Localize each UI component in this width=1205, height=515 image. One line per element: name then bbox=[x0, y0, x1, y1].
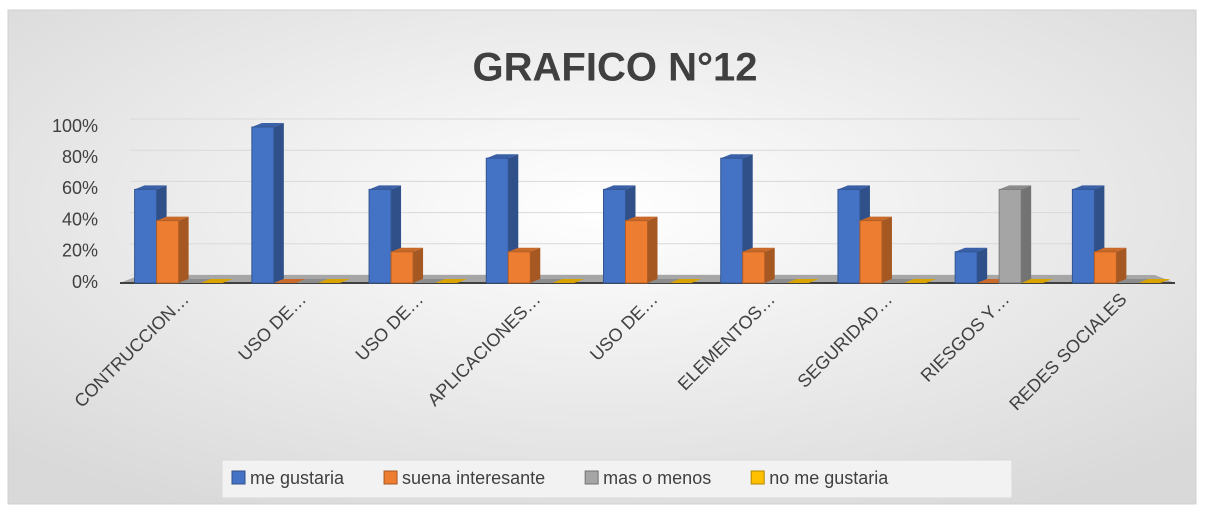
chart-background bbox=[7, 9, 1197, 505]
bar bbox=[603, 188, 626, 284]
legend-swatch bbox=[750, 470, 765, 485]
bar-top bbox=[435, 279, 468, 283]
bar bbox=[156, 220, 180, 284]
bar-top bbox=[200, 279, 233, 283]
bar-top bbox=[955, 247, 988, 252]
bar-side bbox=[413, 247, 424, 283]
legend-box bbox=[221, 459, 1013, 499]
bar-top bbox=[178, 279, 211, 283]
legend-label: mas o menos bbox=[603, 468, 711, 488]
bar bbox=[390, 251, 414, 284]
bar-top bbox=[508, 247, 541, 252]
bar-side bbox=[1021, 185, 1032, 283]
bar-top bbox=[134, 185, 167, 190]
bar-top bbox=[881, 279, 914, 283]
bar-top bbox=[859, 216, 892, 221]
bar-top bbox=[295, 279, 328, 283]
legend-swatch bbox=[383, 470, 398, 485]
bar bbox=[859, 220, 883, 284]
bar-top bbox=[603, 185, 636, 190]
bar-top bbox=[273, 279, 306, 283]
bar bbox=[1093, 251, 1117, 284]
y-tick-label: 60% bbox=[62, 178, 98, 198]
bar-top bbox=[251, 123, 284, 127]
bar-side bbox=[530, 247, 541, 283]
bar-side bbox=[178, 216, 189, 283]
bar bbox=[837, 188, 861, 284]
bar bbox=[485, 157, 509, 284]
bar-top bbox=[486, 154, 519, 159]
chart-title: GRAFICO N°12 bbox=[473, 46, 758, 90]
bar-top bbox=[552, 279, 585, 283]
bar-side bbox=[1116, 247, 1127, 283]
bar-top bbox=[1094, 247, 1127, 252]
bar bbox=[1071, 188, 1095, 284]
legend-swatch bbox=[231, 470, 246, 485]
bar-top bbox=[786, 279, 819, 283]
bar-top bbox=[837, 185, 870, 190]
bar-top bbox=[1138, 279, 1171, 283]
legend-swatch bbox=[584, 470, 599, 485]
legend-label: suena interesante bbox=[402, 468, 545, 488]
bar bbox=[251, 126, 275, 284]
legend-label: no me gustaria bbox=[769, 468, 889, 488]
bar-top bbox=[1116, 279, 1149, 283]
bar-top bbox=[530, 279, 563, 283]
y-tick-label: 80% bbox=[62, 147, 98, 167]
y-tick-label: 0% bbox=[72, 272, 98, 292]
bar-top bbox=[764, 279, 797, 283]
bar-top bbox=[156, 216, 189, 221]
legend: me gustaria suena interesante mas o menos n… bbox=[221, 459, 1013, 499]
bar-top bbox=[625, 216, 658, 221]
bar bbox=[954, 251, 978, 284]
bar bbox=[998, 188, 1022, 284]
bar-side bbox=[273, 123, 284, 283]
bar-top bbox=[1021, 279, 1054, 283]
bar-top bbox=[742, 247, 775, 252]
bar bbox=[720, 157, 744, 284]
bar-top bbox=[391, 247, 424, 252]
y-tick-label: 40% bbox=[62, 209, 98, 229]
bar-top bbox=[903, 279, 936, 283]
bar bbox=[507, 251, 531, 284]
bar-top bbox=[1072, 185, 1105, 190]
bar bbox=[625, 220, 648, 284]
bar bbox=[368, 188, 392, 284]
bar-side bbox=[977, 247, 988, 283]
bar-side bbox=[764, 247, 775, 283]
bar-top bbox=[413, 279, 446, 283]
bar bbox=[742, 251, 766, 284]
bar-top bbox=[669, 279, 702, 283]
bar-top bbox=[317, 279, 350, 283]
y-tick-label: 20% bbox=[62, 241, 98, 261]
bar-top bbox=[369, 185, 402, 190]
legend-label: me gustaria bbox=[250, 468, 345, 488]
bar bbox=[134, 188, 158, 284]
bar-side bbox=[647, 216, 658, 283]
bar-side bbox=[881, 216, 892, 283]
bar-top bbox=[647, 279, 680, 283]
bar-top bbox=[999, 185, 1032, 190]
bar-top bbox=[720, 154, 753, 159]
y-tick-label: 100% bbox=[52, 116, 98, 136]
